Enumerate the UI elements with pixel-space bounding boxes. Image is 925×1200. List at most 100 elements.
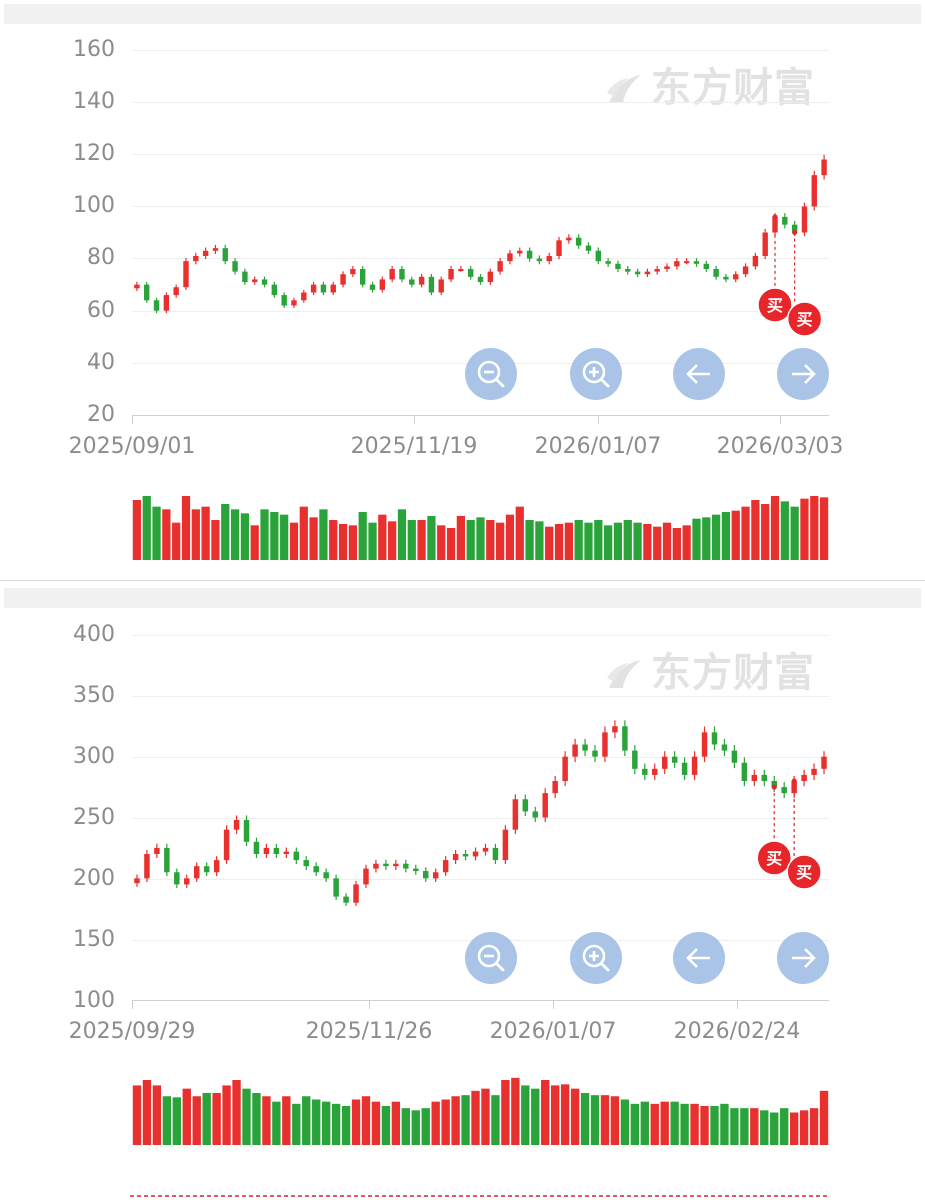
candle-body (532, 811, 539, 818)
volume-bar (321, 1101, 331, 1145)
candlestick-chart[interactable]: 买买 (0, 585, 925, 1160)
candle-body (622, 726, 628, 751)
scroll-left-button[interactable] (673, 932, 725, 984)
volume-bar (662, 522, 672, 560)
y-tick-label: 140 (73, 89, 115, 114)
volume-bar (252, 1093, 261, 1145)
volume-bar (590, 1095, 600, 1145)
buy-marker[interactable] (786, 854, 822, 890)
candle-body (343, 896, 349, 903)
volume-bar (302, 1096, 311, 1145)
eastmoney-logo-icon (607, 660, 641, 688)
volume-bar (496, 522, 505, 560)
candle-body (664, 266, 670, 269)
candle-body (184, 878, 190, 885)
candle-body (303, 860, 309, 867)
candle-body (472, 851, 479, 857)
zoom-in-button[interactable] (570, 348, 622, 400)
volume-bar (172, 522, 181, 560)
candle-body (283, 851, 290, 854)
arrow-right-icon (792, 948, 816, 968)
volume-bar (378, 514, 387, 560)
volume-bar (800, 498, 809, 560)
candle-body (742, 266, 749, 275)
volume-bar (682, 525, 691, 560)
volume-bar (262, 1096, 271, 1145)
candle-body (761, 774, 768, 781)
candle-body (552, 781, 558, 794)
panel-divider (0, 580, 925, 581)
candle-body (811, 768, 817, 775)
scroll-right-button[interactable] (777, 932, 829, 984)
scroll-left-button[interactable] (673, 348, 725, 400)
zoom-out-button[interactable] (465, 932, 517, 984)
candle-body (654, 269, 660, 272)
y-tick-label: 60 (87, 298, 115, 323)
y-tick-label: 160 (73, 37, 115, 62)
zoom-out-button[interactable] (465, 348, 517, 400)
y-tick-label: 200 (73, 866, 115, 891)
volume-bar (162, 1096, 172, 1145)
candle-body (212, 248, 219, 251)
volume-bar (501, 1080, 510, 1145)
volume-bar (371, 1101, 381, 1145)
candle-body (399, 269, 405, 280)
buy-point (772, 214, 778, 220)
volume-bar (421, 1108, 430, 1145)
candle-body (383, 863, 389, 867)
volume-bar (680, 1103, 689, 1145)
volume-bar (810, 496, 819, 560)
candle-body (632, 750, 638, 769)
buy-marker[interactable] (786, 301, 823, 337)
candle-body (448, 269, 454, 280)
candle-body (203, 866, 210, 873)
volume-bar (630, 1103, 640, 1145)
candle-body (762, 232, 768, 256)
volume-bar (491, 1095, 500, 1145)
kline-panel-2: 东方财富 400 350 300 250 200 150 100 2025/09… (0, 585, 925, 1160)
volume-bar (633, 522, 642, 560)
candle-body (243, 819, 250, 842)
buy-point (792, 230, 798, 235)
volume-bar (799, 1110, 809, 1145)
y-tick-label: 100 (73, 988, 115, 1013)
candle-body (595, 250, 602, 262)
candle-body (458, 269, 464, 271)
candle-body (403, 863, 409, 869)
candle-body (193, 866, 200, 879)
volume-bar (603, 525, 613, 560)
volume-bar (232, 1080, 241, 1145)
arrow-right-icon (792, 364, 816, 384)
candlestick-chart[interactable]: 买买 (0, 0, 925, 575)
candle-body (134, 284, 140, 289)
candle-body (612, 726, 618, 733)
volume-bar (819, 1090, 829, 1145)
candle-body (409, 279, 415, 285)
zoom-in-icon (582, 944, 610, 972)
volume-bar (584, 522, 593, 560)
y-tick-label: 20 (87, 402, 115, 427)
candle-body (502, 829, 509, 861)
candle-body (681, 762, 688, 775)
volume-bar (594, 520, 603, 560)
scroll-right-button[interactable] (777, 348, 829, 400)
volume-bar (700, 1106, 709, 1145)
watermark: 东方财富 (603, 55, 815, 113)
buy-marker[interactable] (756, 840, 792, 876)
volume-bar (731, 510, 740, 560)
volume-bar (411, 1110, 420, 1145)
candle-body (281, 295, 287, 306)
y-tick-label: 350 (73, 683, 115, 708)
candle-body (144, 284, 150, 301)
next-panel-edge (130, 1195, 830, 1197)
candle-body (213, 860, 220, 873)
candle-body (363, 868, 369, 885)
volume-bar (361, 1096, 371, 1145)
volume-bar (351, 1099, 361, 1145)
buy-marker[interactable] (757, 287, 793, 323)
candle-body (183, 261, 189, 288)
volume-bar (230, 509, 240, 560)
buy-marker-label: 买 (797, 310, 813, 329)
candle-body (811, 175, 817, 207)
zoom-in-button[interactable] (570, 932, 622, 984)
